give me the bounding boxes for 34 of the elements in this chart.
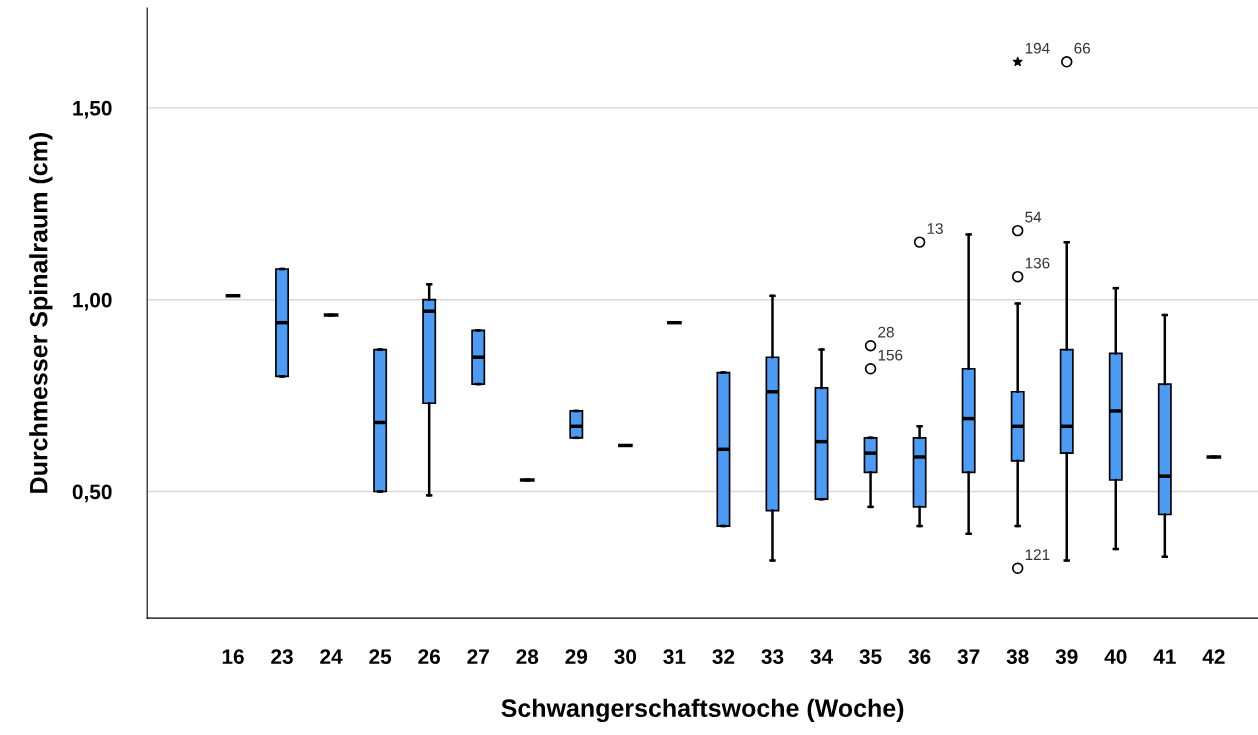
x-tick-label: 26 (418, 649, 441, 664)
annotation: 28 (878, 326, 894, 338)
x-tick-label: 28 (516, 649, 539, 664)
x-tick-label: 16 (222, 649, 244, 664)
x-axis-title: Schwangerschaftswoche (Woche) (501, 698, 904, 723)
x-tick-label: 36 (908, 649, 931, 665)
annotation: 66 (1074, 42, 1090, 54)
annotation: 194 (1025, 42, 1050, 54)
x-tick-label: 29 (565, 649, 588, 664)
x-tick-label: 40 (1104, 649, 1127, 664)
x-tick-label: 27 (467, 649, 489, 664)
annotation: 13 (927, 223, 943, 234)
x-tick-label: 31 (663, 649, 686, 665)
x-tick-label: 24 (320, 649, 343, 664)
x-tick-label: 37 (957, 649, 980, 665)
annotation: 121 (1025, 549, 1050, 560)
x-tick-label: 35 (859, 649, 882, 665)
annotation: 54 (1025, 211, 1042, 223)
x-tick-label: 33 (761, 649, 784, 665)
y-tick-label: 0,50 (72, 484, 112, 503)
x-tick-label: 30 (614, 649, 637, 665)
x-tick-label: 23 (271, 649, 293, 665)
x-tick-label: 38 (1006, 649, 1029, 665)
annotation: 136 (1025, 257, 1050, 269)
y-tick-label: 1,50 (73, 100, 112, 119)
x-tick-label: 34 (810, 649, 833, 665)
x-tick-label: 32 (712, 649, 735, 665)
x-tick-label: 39 (1055, 649, 1078, 665)
x-tick-label: 25 (369, 649, 392, 664)
x-tick-label: 41 (1153, 649, 1176, 664)
y-tick-label: 1,00 (73, 292, 112, 311)
x-tick-label: 42 (1202, 649, 1225, 664)
annotation: 156 (878, 349, 903, 361)
y-axis-title: Durchmesser Spinalraum (cm) (29, 133, 53, 493)
